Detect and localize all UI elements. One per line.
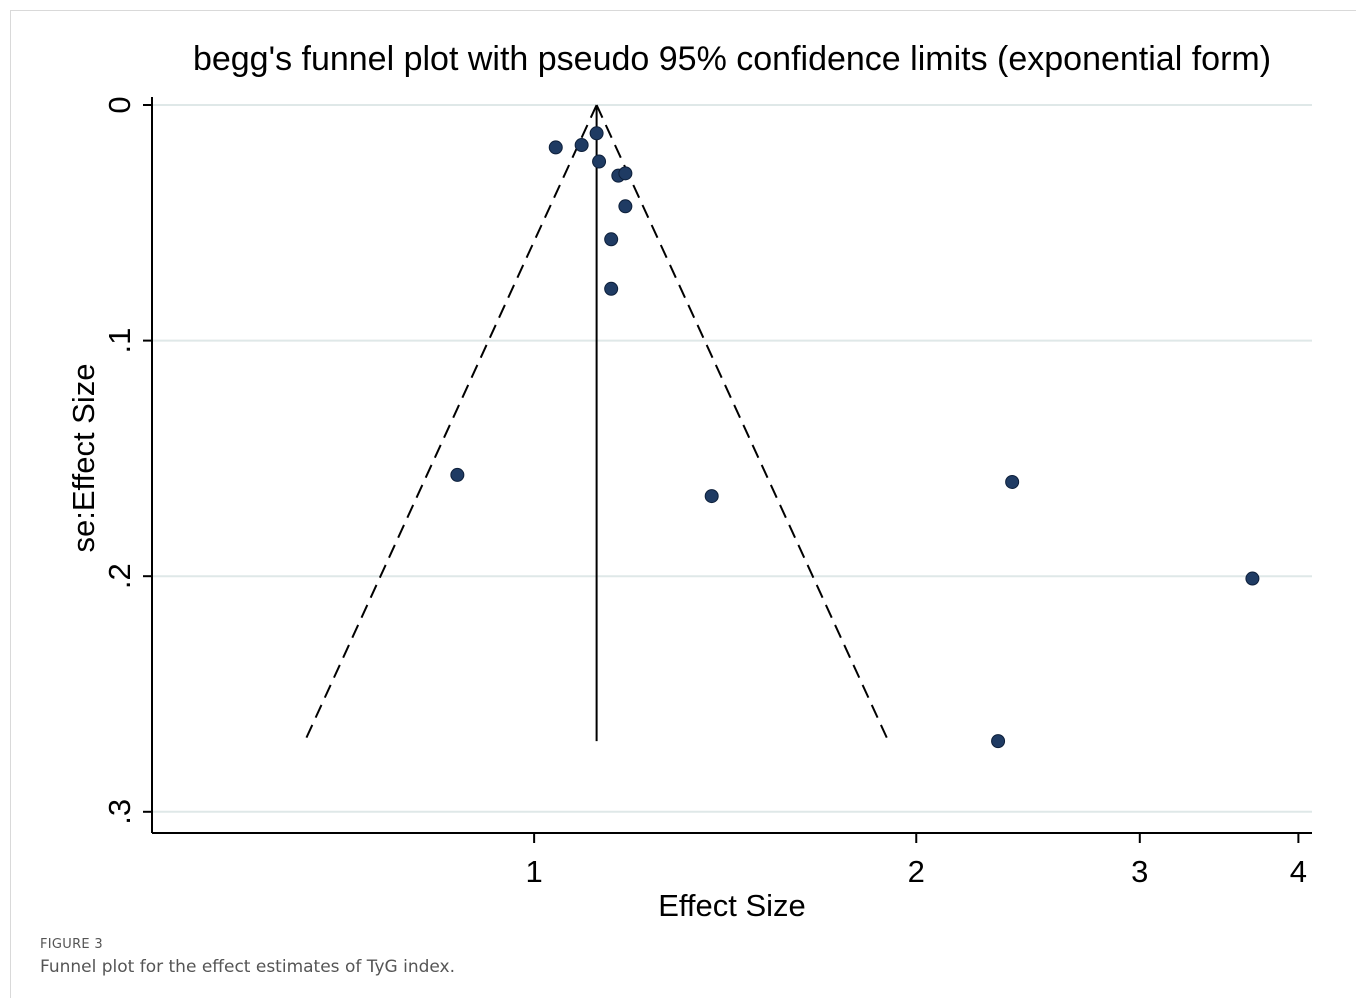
x-tick-label-1: 2 [908,854,925,889]
grid-lines [152,104,1312,813]
figure-label: FIGURE 3 [40,937,103,952]
data-point-2 [574,138,589,153]
data-point-8 [604,281,619,296]
y-tick-label-2: .2 [102,563,137,589]
data-point-12 [1245,571,1260,586]
axes: 0 .1 .2 .3 1 2 3 4 [102,96,1312,889]
y-tick-label-3: .3 [102,799,137,825]
y-tick-label-0: 0 [102,96,137,113]
data-point-13 [991,734,1006,749]
data-point-11 [1005,474,1020,489]
data-points [450,126,1260,749]
data-point-9 [450,467,465,482]
upper-confidence-limit [595,104,890,742]
data-point-5 [618,166,633,181]
lower-confidence-limit [303,104,598,742]
y-axis-label: se:Effect Size [66,364,101,553]
x-tick-label-3: 4 [1290,854,1307,889]
funnel-plot: begg's funnel plot with pseudo 95% confi… [66,40,1312,923]
data-point-10 [704,489,719,504]
data-point-7 [604,232,619,247]
funnel-lines [303,104,890,742]
data-point-0 [589,126,604,141]
data-point-6 [618,199,633,214]
x-tick-label-0: 1 [526,854,543,889]
x-axis-label: Effect Size [658,888,806,923]
data-point-1 [548,140,563,155]
chart-title: begg's funnel plot with pseudo 95% confi… [193,40,1271,78]
y-tick-label-1: .1 [102,328,137,354]
figure-caption: Funnel plot for the effect estimates of … [40,957,456,977]
x-tick-label-2: 3 [1131,854,1148,889]
figure-frame [10,10,1356,998]
data-point-3 [592,154,607,169]
